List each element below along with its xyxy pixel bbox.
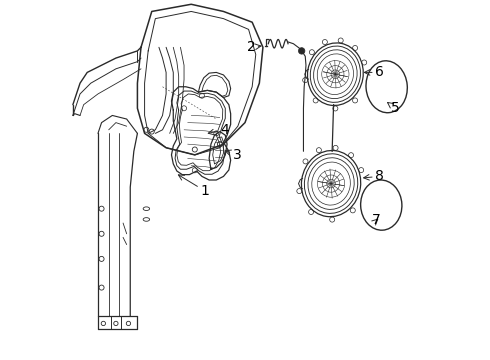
Text: 4: 4 [208, 123, 229, 137]
Ellipse shape [366, 61, 407, 113]
Text: 2: 2 [247, 40, 261, 54]
Text: 1: 1 [178, 175, 209, 198]
Text: 7: 7 [372, 213, 381, 227]
Text: 3: 3 [225, 148, 241, 162]
Text: 5: 5 [388, 101, 400, 115]
Ellipse shape [361, 180, 402, 230]
Circle shape [298, 48, 305, 54]
Text: 8: 8 [364, 170, 384, 183]
Text: 6: 6 [365, 66, 384, 80]
